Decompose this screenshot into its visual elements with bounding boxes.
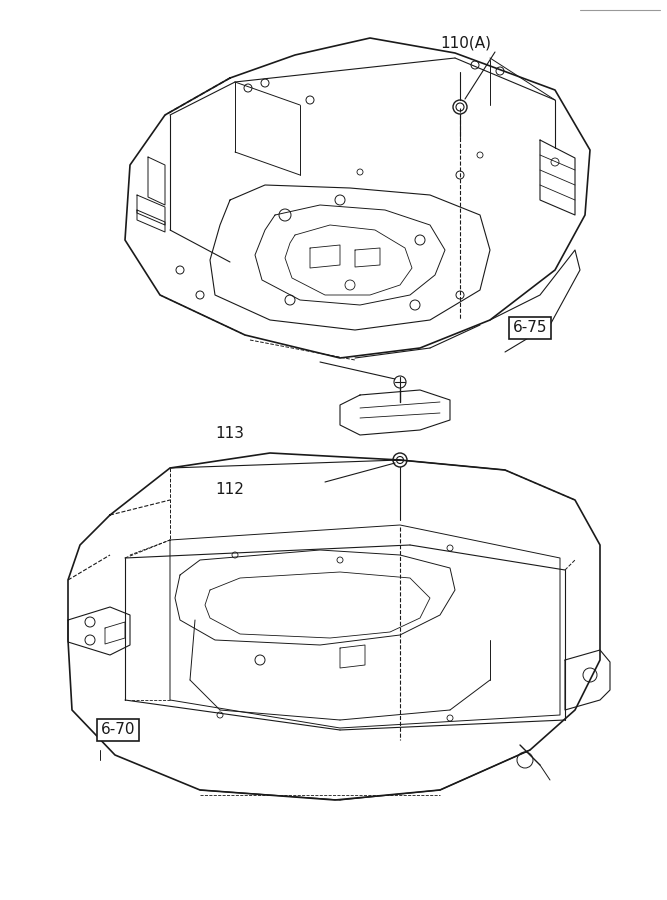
Text: 6-75: 6-75 [513,320,547,336]
Text: 6-70: 6-70 [101,723,135,737]
Text: 110(A): 110(A) [440,35,491,50]
Text: 112: 112 [215,482,244,497]
Text: 113: 113 [215,426,244,441]
